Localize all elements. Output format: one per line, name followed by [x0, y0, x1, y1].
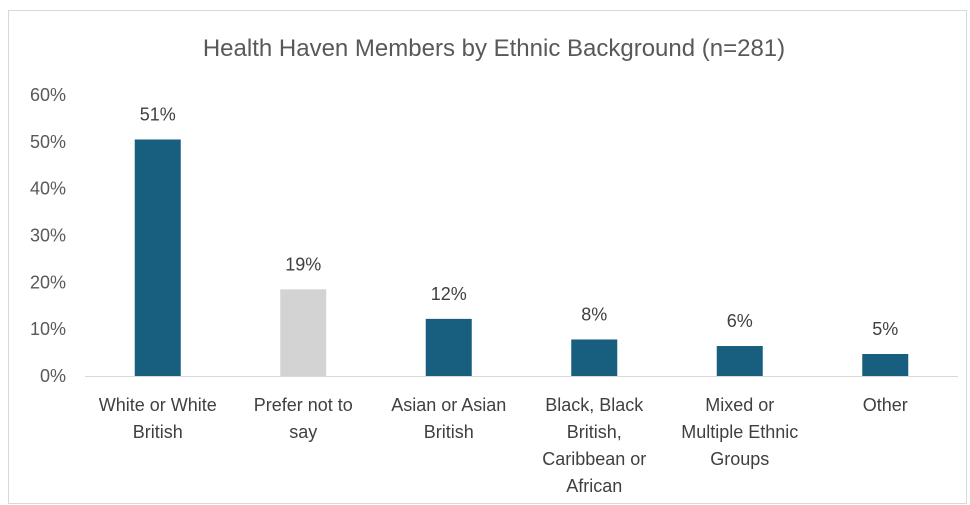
category-label-line: British,: [567, 422, 622, 442]
category-label-line: British: [424, 422, 474, 442]
bars: [134, 139, 909, 376]
y-tick-label: 50%: [30, 132, 66, 152]
category-label-line: Prefer not to: [254, 395, 353, 415]
data-label: 12%: [431, 284, 467, 304]
category-label-line: Caribbean or: [542, 449, 646, 469]
category-label: White or White British: [99, 395, 217, 442]
chart-title: Health Haven Members by Ethnic Backgroun…: [203, 35, 785, 62]
category-label: Asian or Asian British: [391, 395, 506, 442]
category-label: Other: [863, 395, 908, 415]
data-label: 8%: [581, 304, 607, 324]
data-label: 51%: [140, 104, 176, 124]
y-tick-label: 40%: [30, 179, 66, 199]
category-label-line: Black, Black: [545, 395, 644, 415]
y-tick-label: 30%: [30, 226, 66, 246]
bar: [425, 318, 472, 376]
category-label-line: Groups: [710, 449, 769, 469]
y-axis: 0% 10% 20% 30% 40% 50% 60%: [30, 85, 66, 386]
bar: [571, 339, 618, 376]
category-label-line: say: [289, 422, 317, 442]
y-tick-label: 10%: [30, 319, 66, 339]
category-label-line: Mixed or: [705, 395, 774, 415]
data-label: 19%: [285, 254, 321, 274]
y-tick-label: 60%: [30, 85, 66, 105]
y-tick-label: 0%: [40, 366, 66, 386]
bar: [716, 346, 763, 376]
category-label: Mixed or Multiple Ethnic Groups: [681, 395, 798, 469]
data-label: 6%: [727, 311, 753, 331]
category-label: Black, Black British, Caribbean or African: [542, 395, 646, 496]
category-label-line: British: [133, 422, 183, 442]
category-label: Prefer not to say: [254, 395, 353, 442]
bar: [862, 353, 909, 376]
category-label-line: Asian or Asian: [391, 395, 506, 415]
category-label-line: Other: [863, 395, 908, 415]
category-label-line: African: [566, 476, 622, 496]
bar: [280, 289, 327, 376]
x-axis: White or White British Prefer not to say Asi…: [85, 376, 958, 496]
category-label-line: White or White: [99, 395, 217, 415]
bar: [134, 139, 181, 376]
category-label-line: Multiple Ethnic: [681, 422, 798, 442]
data-labels: 51% 19% 12% 8% 6% 5%: [140, 104, 899, 338]
data-label: 5%: [872, 319, 898, 339]
y-tick-label: 20%: [30, 272, 66, 292]
